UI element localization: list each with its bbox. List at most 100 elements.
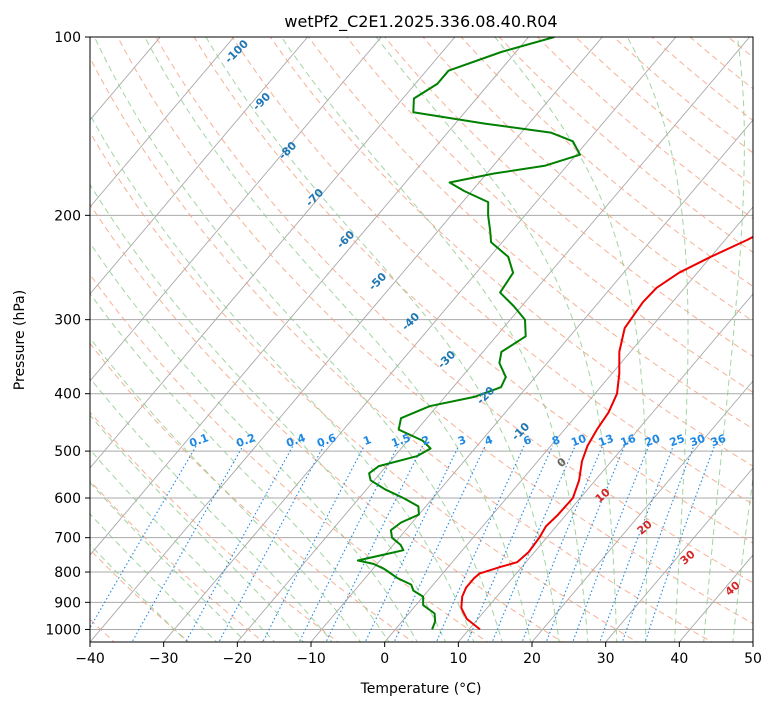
x-axis-label: Temperature (°C) <box>360 681 482 697</box>
x-tick-label: 10 <box>449 651 467 667</box>
dry-adiabat-line <box>422 37 753 322</box>
profile-lines <box>356 37 753 631</box>
background-lines <box>90 37 753 642</box>
mixing-ratio-label: 8 <box>550 433 562 448</box>
mixing-ratio-label: 30 <box>688 432 707 450</box>
mixing-ratio-label: 2 <box>420 433 432 448</box>
moist-adiabat-line <box>90 377 333 642</box>
moist-adiabat-line <box>90 543 188 642</box>
mixing-ratio-label: 0.2 <box>234 431 257 450</box>
isotherm-line <box>605 467 753 642</box>
y-tick-label: 500 <box>54 444 81 460</box>
mixing-ratio-line <box>90 445 197 629</box>
dry-adiabat-line <box>155 37 753 584</box>
mixing-ratio-line <box>521 445 604 642</box>
y-tick-label: 300 <box>54 313 81 329</box>
mixing-ratio-line <box>131 445 244 642</box>
mixing-ratio-label: 0.6 <box>315 431 338 450</box>
mixing-ratio-line <box>218 445 325 642</box>
isotherm-line <box>531 380 753 642</box>
moist-adiabat-line <box>144 37 532 642</box>
mixing-ratio-label: 0.4 <box>284 431 307 450</box>
dry-adiabat-line <box>90 203 564 642</box>
mixing-ratio-label: 6 <box>522 433 534 448</box>
isotherm-line <box>90 37 530 556</box>
isotherm-line <box>90 37 382 382</box>
isotherm-line <box>90 37 309 295</box>
moist-adiabat-line <box>94 37 503 642</box>
x-tick-label: 0 <box>380 651 389 667</box>
dry-adiabat-line <box>117 37 753 625</box>
isotherm-line <box>163 37 677 642</box>
x-tick-label: −40 <box>75 651 105 667</box>
chart-title: wetPf2_C2E1.2025.336.08.40.R04 <box>284 12 557 32</box>
plot-frame <box>89 36 754 643</box>
moist-adiabat-line <box>90 414 305 642</box>
dry-adiabat-line <box>90 273 489 642</box>
y-tick-label: 900 <box>54 595 81 611</box>
mixing-ratio-line <box>644 445 716 642</box>
dry-adiabat-line <box>460 37 753 288</box>
dry-adiabat-line <box>231 37 753 505</box>
x-tick-label: 20 <box>523 651 541 667</box>
y-axis-label: Pressure (hPa) <box>12 290 28 390</box>
dry-adiabat-line <box>90 131 639 642</box>
mixing-ratio-label: 13 <box>597 432 616 449</box>
x-tick-label: 30 <box>597 651 615 667</box>
dry-adiabat-line <box>307 37 753 430</box>
moist-adiabat-line <box>281 37 589 642</box>
isotherm-line <box>90 37 456 469</box>
mixing-ratio-label: 20 <box>643 432 662 450</box>
dry-adiabat-line <box>90 342 414 642</box>
mixing-ratio-line <box>325 445 424 642</box>
temperature-profile <box>460 235 753 631</box>
dewpoint-profile <box>356 37 581 630</box>
dry-adiabat-line <box>90 479 265 642</box>
dry-adiabat-line <box>90 56 713 642</box>
mixing-ratio-line <box>393 445 486 642</box>
moist-adiabat-line <box>90 183 447 642</box>
x-tick-label: 40 <box>670 651 688 667</box>
isotherm-line <box>384 206 753 642</box>
y-tick-label: 200 <box>54 208 81 224</box>
moist-adiabat-line <box>90 242 418 642</box>
y-tick-label: 600 <box>54 491 81 507</box>
mixing-ratio-label: 16 <box>619 432 638 450</box>
mixing-ratio-label: 25 <box>668 432 687 449</box>
moist-adiabat-line <box>205 37 560 642</box>
mixing-ratio-label: 4 <box>483 433 495 448</box>
mixing-ratio-line <box>621 445 695 642</box>
isotherm-line <box>90 37 235 208</box>
x-tick-label: 50 <box>744 651 762 667</box>
x-tick-label: −20 <box>223 651 253 667</box>
moist-adiabat-line <box>90 337 362 642</box>
moist-adiabat-line <box>90 292 390 642</box>
y-tick-label: 100 <box>54 30 81 46</box>
x-tick-label: −30 <box>149 651 179 667</box>
dry-adiabat-line <box>269 37 753 467</box>
y-tick-label: 400 <box>54 387 81 403</box>
mixing-ratio-label: 10 <box>569 432 588 450</box>
mixing-ratio-label: 0.1 <box>188 431 211 450</box>
moist-adiabat-line <box>626 37 689 642</box>
mixing-ratio-label: 1.5 <box>390 431 413 450</box>
mixing-ratio-label: 1 <box>361 433 373 448</box>
y-tick-label: 800 <box>54 565 81 581</box>
isotherm-line <box>236 37 751 642</box>
y-tick-label: 700 <box>54 531 81 547</box>
dry-adiabat-line <box>90 548 190 642</box>
x-tick-label: −10 <box>296 651 326 667</box>
moist-adiabat-line <box>375 37 618 642</box>
moist-adiabat-line <box>90 113 475 642</box>
moist-adiabat-line <box>732 475 753 642</box>
mixing-ratio-line <box>364 445 460 642</box>
moist-adiabat-line <box>703 37 745 642</box>
moist-adiabat-line <box>494 37 648 642</box>
mixing-ratio-label: 3 <box>456 433 468 448</box>
mixing-ratio-label: 36 <box>709 432 728 450</box>
mixing-ratio-line <box>545 445 626 642</box>
y-tick-label: 1000 <box>45 622 81 638</box>
dry-adiabat-line <box>193 37 753 544</box>
axis-ticks: −40 −30 −20 −10 0 10 20 30 40 50 1000 900 800 700 600 5… <box>45 30 762 667</box>
